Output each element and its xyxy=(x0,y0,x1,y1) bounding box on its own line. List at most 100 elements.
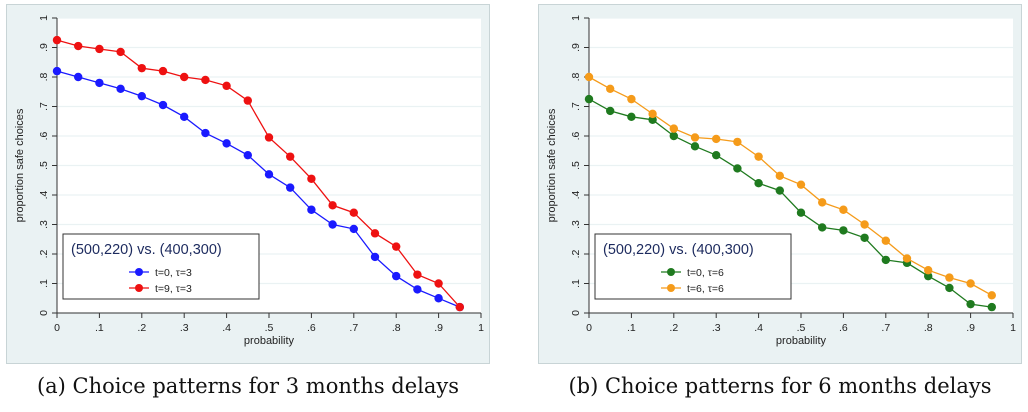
y-tick-label: .6 xyxy=(570,131,582,140)
data-point-series-1 xyxy=(286,152,295,161)
data-point-series-0 xyxy=(733,164,742,173)
caption-a: (a) Choice patterns for 3 months delays xyxy=(36,374,460,398)
x-tick-label: .8 xyxy=(924,322,933,334)
data-point-series-0 xyxy=(627,112,636,122)
data-point-series-1 xyxy=(669,124,678,133)
data-point-series-0 xyxy=(754,179,763,188)
data-point-series-1 xyxy=(712,134,721,144)
data-point-series-0 xyxy=(945,283,954,293)
data-point-series-0 xyxy=(264,170,274,179)
x-tick-label: .1 xyxy=(95,322,104,334)
data-point-series-1 xyxy=(158,66,168,76)
legend-entry-label: t=0, τ=3 xyxy=(155,267,192,279)
legend-swatch-marker xyxy=(667,284,675,292)
data-point-series-0 xyxy=(413,285,422,294)
data-point-series-1 xyxy=(966,279,975,288)
data-point-series-1 xyxy=(243,96,252,105)
x-tick-label: .4 xyxy=(222,322,231,334)
y-tick-label: .4 xyxy=(570,190,582,199)
legend-entry-label: t=0, τ=6 xyxy=(687,267,724,279)
data-point-series-0 xyxy=(818,223,827,232)
legend-entry-label: t=6, τ=6 xyxy=(687,283,724,295)
data-point-series-1 xyxy=(754,152,763,161)
data-point-series-1 xyxy=(839,205,848,214)
x-tick-label: .9 xyxy=(434,322,443,334)
legend-box xyxy=(594,233,792,300)
data-point-series-0 xyxy=(987,302,996,312)
data-point-series-0 xyxy=(712,150,721,160)
data-point-series-0 xyxy=(307,205,316,214)
data-point-series-1 xyxy=(987,291,996,300)
y-tick-label: .3 xyxy=(570,220,582,229)
data-point-series-0 xyxy=(839,226,848,235)
data-point-series-0 xyxy=(796,208,806,217)
legend-swatch-marker xyxy=(135,268,143,276)
x-tick-label: .7 xyxy=(881,322,890,334)
y-tick-label: .5 xyxy=(38,161,50,170)
data-point-series-0 xyxy=(180,112,189,122)
data-point-series-1 xyxy=(349,208,358,217)
y-tick-label: .6 xyxy=(38,131,50,140)
data-point-series-0 xyxy=(881,255,890,265)
y-tick-label: .7 xyxy=(38,102,50,111)
data-point-series-0 xyxy=(222,139,231,148)
data-point-series-0 xyxy=(116,84,125,94)
legend-swatch-marker xyxy=(135,284,143,292)
data-point-series-0 xyxy=(243,150,252,160)
data-point-series-0 xyxy=(392,271,401,281)
data-point-series-1 xyxy=(328,201,337,210)
data-point-series-1 xyxy=(902,254,912,263)
y-tick-label: .4 xyxy=(38,190,50,199)
y-tick-label: 0 xyxy=(38,310,50,316)
data-point-series-0 xyxy=(966,299,975,309)
y-tick-label: .8 xyxy=(570,72,582,81)
y-tick-label: .8 xyxy=(38,72,50,81)
data-point-series-1 xyxy=(818,198,827,207)
legend-swatch-marker xyxy=(667,268,675,276)
y-tick-label: .9 xyxy=(38,43,50,52)
data-point-series-0 xyxy=(669,131,678,141)
data-point-series-0 xyxy=(286,183,295,192)
data-point-series-0 xyxy=(775,186,784,195)
x-tick-label: .3 xyxy=(712,322,721,334)
caption-b: (b) Choice patterns for 6 months delays xyxy=(568,374,992,398)
data-point-series-1 xyxy=(796,180,806,189)
data-point-series-1 xyxy=(627,94,636,104)
data-point-series-0 xyxy=(349,224,358,234)
y-tick-label: .7 xyxy=(570,102,582,111)
data-point-series-1 xyxy=(392,242,401,251)
data-point-series-1 xyxy=(945,273,954,282)
x-axis-title: probability xyxy=(776,335,827,347)
data-point-series-1 xyxy=(648,109,657,119)
data-point-series-1 xyxy=(775,171,784,181)
data-point-series-0 xyxy=(52,66,62,76)
chart-b-svg: 0 .1 .2 .3 .4 .5 .6 .7 .8 .9 1 0 .1 .2 .3 .4 .5 .6 .7 .8 .9 1… xyxy=(538,4,1022,364)
data-point-series-0 xyxy=(74,72,83,82)
data-point-series-1 xyxy=(860,220,869,229)
data-point-series-0 xyxy=(158,100,168,110)
x-tick-label: 0 xyxy=(586,322,592,334)
legend-entry-label: t=9, τ=3 xyxy=(155,283,192,295)
data-point-series-0 xyxy=(137,91,146,101)
data-point-series-0 xyxy=(95,78,104,88)
x-tick-label: .6 xyxy=(307,322,316,334)
data-point-series-1 xyxy=(881,236,890,245)
data-point-series-0 xyxy=(860,233,869,242)
data-point-series-0 xyxy=(584,94,594,104)
data-point-series-1 xyxy=(180,72,189,82)
data-point-series-1 xyxy=(116,47,125,57)
chart-panel-b: 0 .1 .2 .3 .4 .5 .6 .7 .8 .9 1 0 .1 .2 .3 .4 .5 .6 .7 .8 .9 1… xyxy=(538,4,1022,364)
y-tick-label: .9 xyxy=(570,43,582,52)
data-point-series-1 xyxy=(924,266,933,275)
x-tick-label: .4 xyxy=(754,322,763,334)
legend-box xyxy=(62,233,260,300)
chart-a-svg: 0 .1 .2 .3 .4 .5 .6 .7 .8 .9 1 0 .1 .2 .3 .4 .5 .6 .7 .8 .9 1… xyxy=(6,4,490,364)
data-point-series-1 xyxy=(264,133,274,142)
data-point-series-0 xyxy=(606,106,615,116)
data-point-series-1 xyxy=(137,63,146,73)
data-point-series-1 xyxy=(95,44,104,54)
y-tick-label: .2 xyxy=(38,249,50,258)
y-tick-label: .2 xyxy=(570,249,582,258)
data-point-series-1 xyxy=(455,302,464,312)
x-tick-label: 0 xyxy=(54,322,60,334)
